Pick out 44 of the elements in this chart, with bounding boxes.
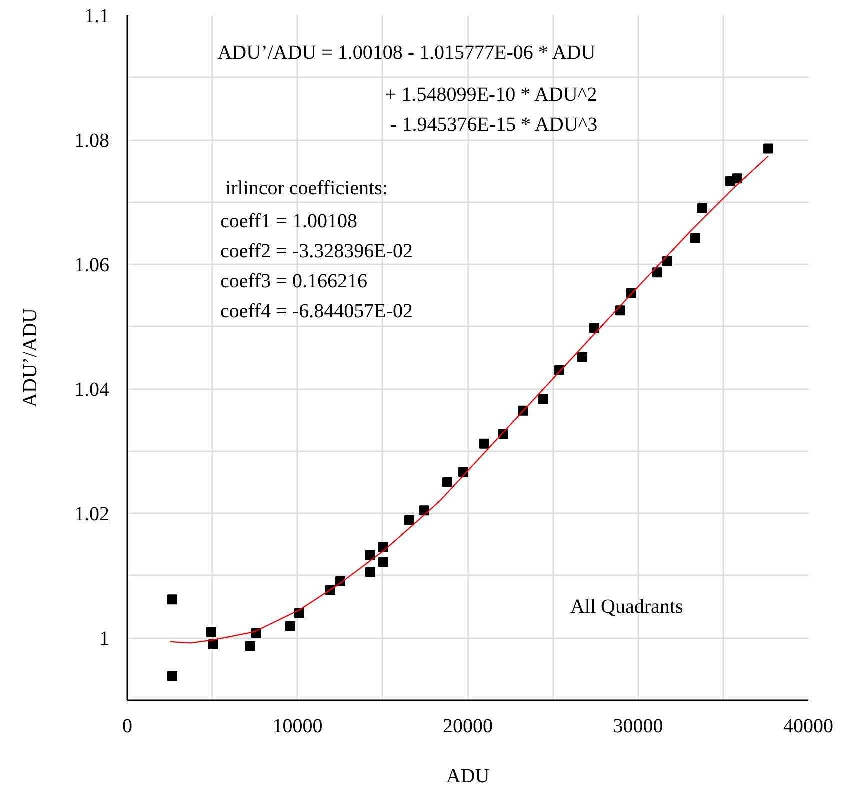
y-tick-label: 1.08	[74, 130, 110, 152]
x-tick-label: 40000	[784, 716, 834, 738]
annotation: coeff1 = 1.00108	[220, 210, 358, 233]
point	[538, 394, 549, 404]
x-tick-label: 10000	[272, 716, 323, 738]
y-tick-label: 1.04	[74, 379, 110, 402]
annotation: + 1.548099E-10 * ADU^2	[385, 84, 598, 106]
x-tick-label: 20000	[443, 716, 493, 738]
y-tick-label: 1.02	[74, 504, 110, 526]
x-tick-label: 0	[122, 716, 132, 738]
point	[246, 641, 256, 652]
annotation: coeff4 = -6.844057E-02	[220, 300, 413, 322]
annotation: coeff2 = -3.328396E-02	[220, 240, 413, 263]
point	[208, 639, 219, 650]
point	[206, 627, 216, 637]
point	[404, 516, 415, 526]
y-tick-label: 1	[100, 628, 110, 650]
point	[732, 174, 743, 184]
y-axis-title: ADU’/ADU	[20, 308, 42, 408]
point	[167, 594, 178, 605]
point	[698, 204, 708, 214]
annotation: - 1.945376E-15 * ADU^3	[390, 114, 598, 136]
annotation: irlincor coefficients:	[226, 178, 388, 200]
point	[480, 438, 490, 449]
point	[662, 256, 673, 266]
point	[652, 268, 663, 278]
point	[420, 506, 430, 516]
point	[167, 671, 178, 682]
point	[442, 478, 453, 488]
annotation: All Quadrants	[570, 596, 684, 618]
point	[366, 567, 376, 578]
x-axis-title: ADU	[446, 766, 490, 788]
annotation: coeff3 = 0.166216	[220, 270, 368, 292]
point	[286, 621, 296, 632]
x-tick-label: 30000	[613, 716, 664, 738]
point	[590, 323, 600, 334]
y-tick-label: 1.1	[84, 6, 110, 28]
point	[690, 233, 701, 244]
annotation: ADU’/ADU = 1.00108 - 1.015777E-06 * ADU	[218, 42, 596, 64]
point	[578, 352, 588, 362]
point	[764, 144, 774, 154]
y-tick-label: 1.06	[74, 254, 110, 277]
point	[378, 557, 389, 568]
point	[366, 550, 376, 560]
